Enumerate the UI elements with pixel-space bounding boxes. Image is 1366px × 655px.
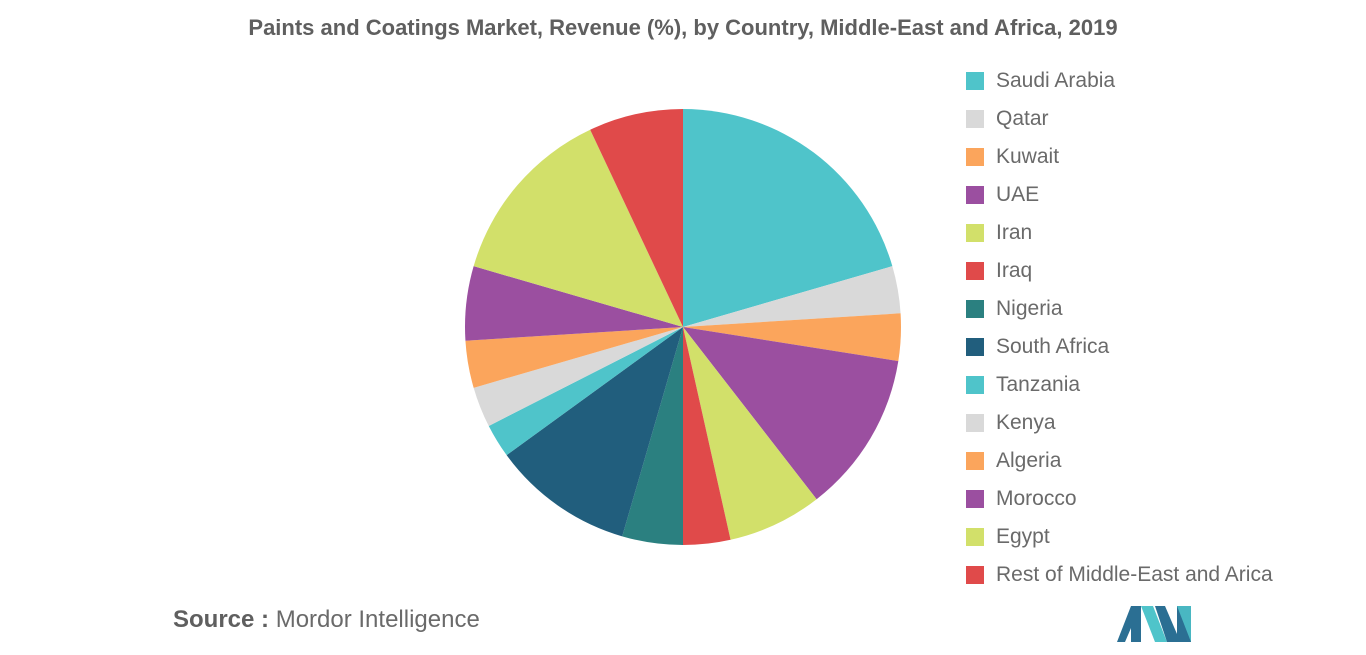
- legend-label: Nigeria: [996, 297, 1063, 320]
- legend-swatch: [966, 528, 984, 546]
- legend-swatch: [966, 490, 984, 508]
- legend-item: Qatar: [966, 100, 1273, 138]
- source-text: Mordor Intelligence: [275, 606, 480, 633]
- legend-item: Iran: [966, 214, 1273, 252]
- legend-swatch: [966, 414, 984, 432]
- legend-label: Kuwait: [996, 145, 1060, 168]
- legend-item: Saudi Arabia: [966, 62, 1273, 100]
- legend-item: South Africa: [966, 328, 1273, 366]
- legend-label: Egypt: [996, 525, 1050, 548]
- legend-swatch: [966, 300, 984, 318]
- pie-slices: [465, 109, 902, 545]
- pie-slice-uae: [683, 327, 899, 500]
- legend-swatch: [966, 566, 984, 584]
- legend-swatch: [966, 338, 984, 356]
- legend-label: Iran: [996, 221, 1033, 244]
- legend-swatch: [966, 452, 984, 470]
- chart-title: Paints and Coatings Market, Revenue (%),…: [248, 15, 1118, 40]
- pie-slice-south-africa: [506, 327, 683, 537]
- pie-slice-morocco: [465, 266, 683, 341]
- legend-label: Kenya: [996, 411, 1056, 434]
- legend-swatch: [966, 72, 984, 90]
- legend-label: Qatar: [996, 107, 1049, 130]
- legend-label: Rest of Middle-East and Arica: [996, 563, 1273, 586]
- legend-item: Kenya: [966, 404, 1273, 442]
- legend-swatch: [966, 110, 984, 128]
- pie-chart: [465, 109, 902, 545]
- pie-slice-rest-of-middle-east-and-arica: [590, 109, 683, 327]
- pie-slice-iran: [683, 327, 817, 540]
- source-label: Source :: [173, 606, 270, 633]
- legend: Saudi Arabia Qatar Kuwait UAE Iran Iraq Nigeri…: [966, 62, 1273, 594]
- pie-slice-saudi-arabia: [683, 109, 893, 327]
- mordor-intelligence-logo-icon: [1117, 606, 1191, 642]
- legend-item: Iraq: [966, 252, 1273, 290]
- pie-slice-tanzania: [488, 327, 683, 456]
- pie-slice-algeria: [465, 327, 683, 388]
- legend-item: Morocco: [966, 480, 1273, 518]
- legend-item: Algeria: [966, 442, 1273, 480]
- legend-label: Algeria: [996, 449, 1062, 472]
- legend-swatch: [966, 376, 984, 394]
- legend-item: Tanzania: [966, 366, 1273, 404]
- legend-label: Morocco: [996, 487, 1077, 510]
- pie-slice-kenya: [473, 327, 683, 426]
- legend-item: Nigeria: [966, 290, 1273, 328]
- legend-item: Egypt: [966, 518, 1273, 556]
- pie-slice-egypt: [473, 129, 683, 327]
- pie-slice-iraq: [683, 327, 731, 545]
- legend-item: UAE: [966, 176, 1273, 214]
- legend-swatch: [966, 148, 984, 166]
- legend-item: Kuwait: [966, 138, 1273, 176]
- legend-swatch: [966, 224, 984, 242]
- pie-slice-nigeria: [622, 327, 683, 545]
- source-note: Source : Mordor Intelligence: [173, 606, 480, 634]
- legend-item: Rest of Middle-East and Arica: [966, 556, 1273, 594]
- legend-label: UAE: [996, 183, 1040, 206]
- legend-swatch: [966, 262, 984, 280]
- legend-label: Tanzania: [996, 373, 1081, 396]
- legend-label: Iraq: [996, 259, 1033, 282]
- pie-slice-kuwait: [683, 313, 902, 362]
- legend-swatch: [966, 186, 984, 204]
- legend-label: South Africa: [996, 335, 1110, 358]
- legend-label: Saudi Arabia: [996, 69, 1116, 92]
- pie-slice-qatar: [683, 266, 901, 327]
